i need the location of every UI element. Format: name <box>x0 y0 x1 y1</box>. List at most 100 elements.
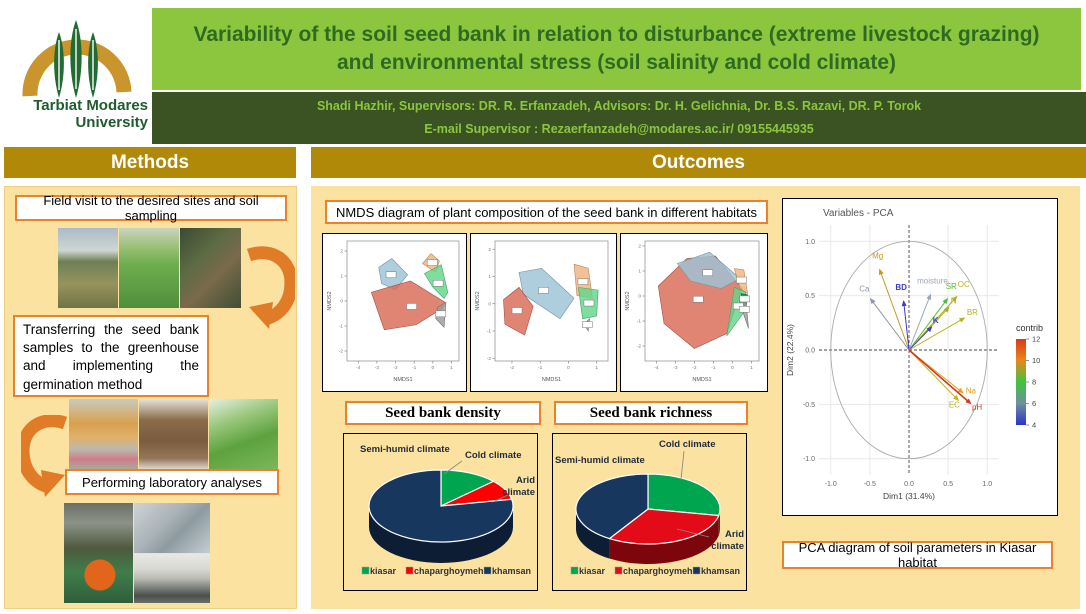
methods-step1-caption: Field visit to the desired sites and soi… <box>15 193 287 223</box>
svg-text:-3: -3 <box>673 365 678 371</box>
svg-text:chaparghoymeh: chaparghoymeh <box>414 566 484 576</box>
svg-text:0: 0 <box>488 301 491 307</box>
svg-text:Arid: Arid <box>516 475 535 486</box>
svg-text:4: 4 <box>1032 421 1036 430</box>
svg-text:1: 1 <box>750 365 753 371</box>
svg-text:-2: -2 <box>510 365 515 371</box>
svg-text:-1: -1 <box>637 319 642 325</box>
svg-text:-1: -1 <box>538 365 543 371</box>
svg-text:-1: -1 <box>339 324 344 330</box>
svg-text:-2: -2 <box>637 344 642 350</box>
svg-text:Semi-humid climate: Semi-humid climate <box>360 444 450 455</box>
svg-text:0.0: 0.0 <box>904 481 914 488</box>
section-header-outcomes: Outcomes <box>311 147 1086 178</box>
svg-text:-0.5: -0.5 <box>864 481 876 488</box>
university-logo-emblem <box>22 20 132 98</box>
svg-text:2: 2 <box>638 244 641 250</box>
svg-text:12: 12 <box>1032 335 1040 344</box>
svg-text:10: 10 <box>1032 356 1040 365</box>
svg-text:0.5: 0.5 <box>805 293 815 300</box>
svg-text:Cold climate: Cold climate <box>465 450 522 461</box>
svg-text:8: 8 <box>1032 378 1036 387</box>
nmds-plot-1: -4 -3 -2 -1 0 1 -2 -1 0 1 2 NMDS1 NMDS2 <box>322 233 467 392</box>
svg-text:-2: -2 <box>487 356 492 362</box>
svg-text:Ca: Ca <box>859 284 870 293</box>
photo-field-landscape <box>58 228 118 308</box>
authors-band: Shadi Hazhir, Supervisors: DR. R. Erfanz… <box>152 92 1086 144</box>
svg-text:Dim2 (22.4%): Dim2 (22.4%) <box>785 324 795 376</box>
svg-text:Variables - PCA: Variables - PCA <box>823 208 894 219</box>
photo-lab-bench <box>134 503 210 553</box>
svg-text:-4: -4 <box>356 365 361 371</box>
university-logo: Tarbiat Modares University <box>0 0 152 145</box>
svg-text:NMDS1: NMDS1 <box>692 377 711 383</box>
svg-text:1: 1 <box>340 274 343 280</box>
svg-text:K: K <box>933 316 939 325</box>
photo-greenhouse <box>69 399 138 469</box>
photo-lab-analyzer <box>134 554 210 603</box>
svg-text:NMDS1: NMDS1 <box>393 377 412 383</box>
photo-soil-auger <box>180 228 241 308</box>
svg-text:NMDS2: NMDS2 <box>625 291 631 310</box>
photo-lab-flasks <box>64 503 133 603</box>
methods-step3-caption: Performing laboratory analyses <box>65 469 279 495</box>
svg-text:-3: -3 <box>375 365 380 371</box>
svg-text:2: 2 <box>340 249 343 255</box>
svg-text:0: 0 <box>567 365 570 371</box>
photo-soil-trays <box>139 399 208 469</box>
svg-text:kiasar: kiasar <box>579 566 606 576</box>
svg-text:Semi-humid climate: Semi-humid climate <box>555 455 645 466</box>
svg-text:kiasar: kiasar <box>370 566 397 576</box>
svg-text:1: 1 <box>488 274 491 280</box>
photo-seedlings <box>209 399 278 469</box>
nmds-plot-3: -4 -3 -2 -1 0 1 -2 -1 0 1 2 NMDS1 NMDS2 <box>620 233 768 392</box>
svg-text:-4: -4 <box>654 365 659 371</box>
authors-line: Shadi Hazhir, Supervisors: DR. R. Erfanz… <box>316 99 922 113</box>
svg-text:Na: Na <box>966 386 977 395</box>
svg-text:N: N <box>951 296 957 305</box>
svg-text:OC: OC <box>958 280 970 289</box>
svg-text:pH: pH <box>972 403 982 412</box>
svg-text:chaparghoymeh: chaparghoymeh <box>623 566 693 576</box>
svg-text:-1: -1 <box>487 329 492 335</box>
svg-text:NMDS2: NMDS2 <box>475 291 481 310</box>
svg-text:climate: climate <box>711 541 744 552</box>
svg-text:EC: EC <box>949 401 960 410</box>
methods-panel: Field visit to the desired sites and soi… <box>4 186 297 609</box>
university-name-line2: University <box>75 113 148 131</box>
svg-text:khamsan: khamsan <box>492 566 531 576</box>
richness-chart-title: Seed bank richness <box>554 401 748 425</box>
pca-plot: Variables - PCA -1.0 -0.5 0.0 0.5 1.0 -1.0 -0.5… <box>782 198 1058 516</box>
svg-text:1.0: 1.0 <box>805 239 815 246</box>
density-chart-title: Seed bank density <box>345 401 541 425</box>
section-header-methods: Methods <box>4 147 296 178</box>
svg-text:moisture: moisture <box>917 277 948 286</box>
svg-text:0: 0 <box>340 299 343 305</box>
svg-text:6: 6 <box>1032 399 1036 408</box>
svg-text:-1: -1 <box>412 365 417 371</box>
svg-text:Arid: Arid <box>725 529 744 540</box>
svg-text:-1.0: -1.0 <box>825 481 837 488</box>
nmds-caption: NMDS diagram of plant composition of the… <box>325 200 768 224</box>
university-name: Tarbiat Modares University <box>0 97 148 131</box>
svg-text:0: 0 <box>638 294 641 300</box>
poster-title: Variability of the soil seed bank in rel… <box>152 8 1081 90</box>
richness-pie-chart: Cold climate Semi-humid climate Arid climat… <box>552 433 747 591</box>
nmds-plot-2: -2 -1 0 1 -2 -1 0 1 2 NMDS1 NMDS2 <box>470 233 617 392</box>
svg-text:climate: climate <box>502 487 535 498</box>
svg-text:-1.0: -1.0 <box>803 456 815 463</box>
svg-text:NMDS1: NMDS1 <box>542 377 561 383</box>
photo-field-sampling-person <box>119 228 179 308</box>
email-line: E-mail Supervisor : Rezaerfanzadeh@modar… <box>424 122 814 136</box>
svg-text:Dim1 (31.4%): Dim1 (31.4%) <box>883 491 935 501</box>
svg-text:0: 0 <box>432 365 435 371</box>
svg-text:0.0: 0.0 <box>805 348 815 355</box>
svg-text:1: 1 <box>450 365 453 371</box>
svg-text:-2: -2 <box>692 365 697 371</box>
svg-text:SR: SR <box>946 282 957 291</box>
svg-text:1.0: 1.0 <box>982 481 992 488</box>
svg-text:0: 0 <box>731 365 734 371</box>
svg-text:-1: -1 <box>711 365 716 371</box>
svg-text:1: 1 <box>595 365 598 371</box>
